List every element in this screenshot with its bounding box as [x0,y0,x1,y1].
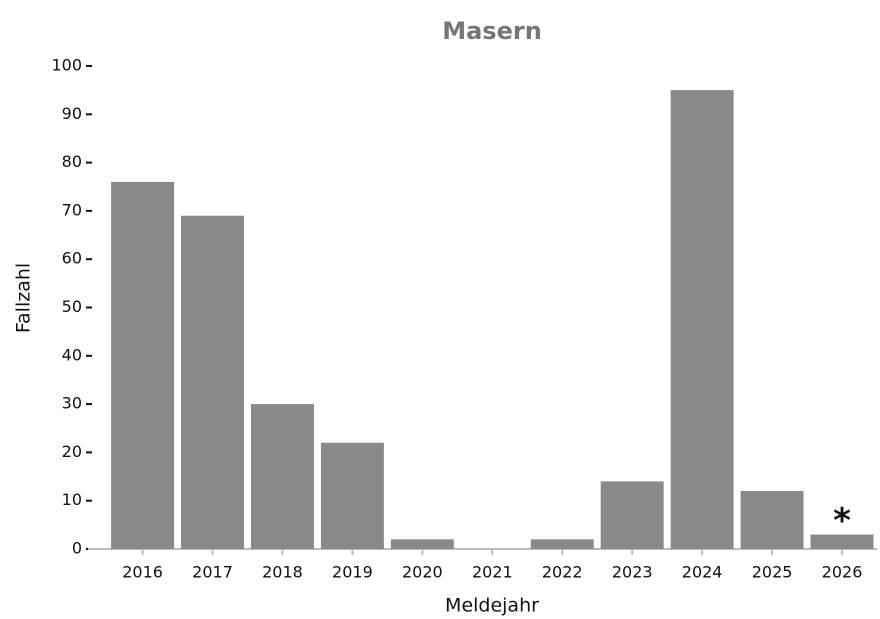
annotation: * [833,501,851,541]
y-tick-label: 60 [62,249,82,268]
x-tick-label: 2025 [752,563,793,582]
bar [111,181,175,550]
bar [181,215,244,550]
y-tick-label: 80 [62,152,82,171]
x-tick-label: 2020 [402,563,443,582]
y-tick-label: 10 [62,490,82,509]
bar [250,404,314,549]
bar [600,481,664,549]
y-tick-label: 90 [62,104,82,123]
bar [740,491,804,549]
bar [390,539,454,549]
x-tick-label: 2018 [262,563,303,582]
bar [810,534,874,549]
y-tick-label: 50 [62,297,82,316]
y-tick-label: 30 [62,394,82,413]
chart-title: Masern [442,17,542,45]
y-tick-label: 0 [72,539,82,558]
x-tick-label: 2017 [192,563,233,582]
x-tick-label: 2026 [822,563,863,582]
y-tick-label: 100 [51,56,82,75]
y-tick-label: 40 [62,345,82,364]
bar [670,90,734,550]
x-tick-label: 2016 [122,563,163,582]
x-tick-label: 2019 [332,563,373,582]
x-tick-label: 2022 [542,563,583,582]
x-tick-label: 2023 [612,563,653,582]
x-tick-label: 2024 [682,563,723,582]
bar [320,442,384,549]
x-axis-label: Meldejahr [445,595,539,617]
y-axis-label: Fallzahl [13,263,35,333]
y-tick-label: 20 [62,442,82,461]
bar [530,539,594,549]
y-tick-label: 70 [62,200,82,219]
x-tick-label: 2021 [472,563,513,582]
